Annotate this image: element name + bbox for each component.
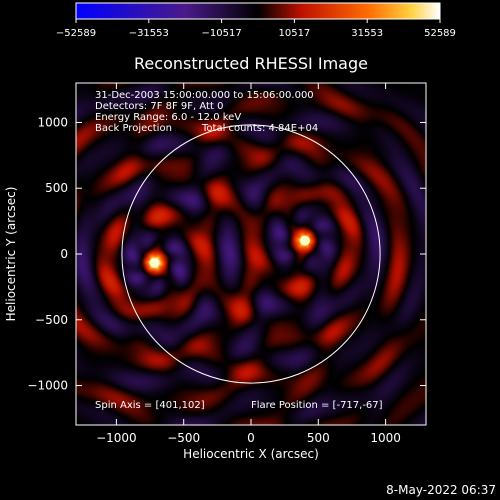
y-axis-label: Heliocentric Y (arcsec) bbox=[4, 187, 18, 322]
colorbar-tick-label: 10517 bbox=[278, 28, 310, 39]
annotation-energy: Energy Range: 6.0 - 12.0 keV bbox=[95, 112, 241, 123]
y-tick-label: −500 bbox=[35, 313, 68, 327]
x-tick-label: 0 bbox=[247, 431, 255, 445]
annotation-block: 31-Dec-2003 15:00:00.000 to 15:06:00.000… bbox=[95, 90, 318, 134]
colorbar-tick-label: 31553 bbox=[351, 28, 383, 39]
annotation-detectors: Detectors: 7F 8F 9F, Att 0 bbox=[95, 101, 223, 112]
colorbar: −52589 −31553 −10517 10517 31553 52589 bbox=[56, 2, 456, 39]
source-peak-flare bbox=[149, 257, 160, 268]
plot-area bbox=[76, 83, 426, 425]
colorbar-tick-label: 52589 bbox=[424, 28, 456, 39]
y-axis-ticks: −1000 −500 0 500 1000 bbox=[27, 115, 426, 393]
y-tick-label: 0 bbox=[60, 247, 68, 261]
x-tick-label: 500 bbox=[307, 431, 330, 445]
colorbar-tick-label: −52589 bbox=[56, 28, 96, 39]
x-axis-label: Heliocentric X (arcsec) bbox=[183, 447, 319, 461]
colorbar-tick-label: −31553 bbox=[129, 28, 169, 39]
y-tick-label: −1000 bbox=[27, 379, 68, 393]
y-tick-label: 500 bbox=[45, 181, 68, 195]
colorbar-ticks: −52589 −31553 −10517 10517 31553 52589 bbox=[56, 19, 456, 39]
annotation-counts: Total counts: 4.84E+04 bbox=[201, 123, 318, 134]
heatmap-image bbox=[76, 83, 426, 425]
x-axis-ticks: −1000 −500 0 500 1000 bbox=[96, 83, 401, 445]
colorbar-tick-label: −10517 bbox=[202, 28, 242, 39]
spin-axis-label: Spin Axis = [401,102] bbox=[95, 400, 205, 411]
flare-position-label: Flare Position = [-717,-67] bbox=[251, 400, 383, 411]
source-peak-spin-axis bbox=[299, 235, 310, 246]
render-timestamp: 8-May-2022 06:37 bbox=[386, 483, 496, 497]
x-tick-label: −1000 bbox=[96, 431, 137, 445]
annotation-time: 31-Dec-2003 15:00:00.000 to 15:06:00.000 bbox=[95, 90, 314, 101]
chart-title: Reconstructed RHESSI Image bbox=[134, 54, 368, 73]
x-tick-label: −500 bbox=[167, 431, 200, 445]
colorbar-gradient bbox=[75, 2, 441, 20]
y-tick-label: 1000 bbox=[37, 115, 68, 129]
solar-limb-circle bbox=[121, 124, 381, 384]
x-tick-label: 1000 bbox=[370, 431, 401, 445]
annotation-method: Back Projection bbox=[95, 123, 172, 134]
